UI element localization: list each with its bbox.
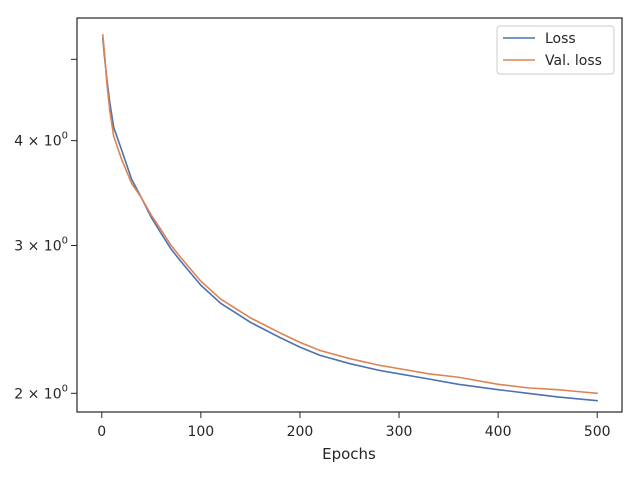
x-tick-label-4: 400 bbox=[485, 424, 512, 440]
y-tick-label-1: 3 × 100 bbox=[14, 236, 68, 255]
legend-label-1: Val. loss bbox=[545, 53, 602, 69]
y-tick-label-exponent: 0 bbox=[62, 131, 68, 142]
x-tick-label-5: 500 bbox=[584, 424, 611, 440]
plot-frame bbox=[76, 17, 623, 413]
y-tick-label-base: 3 × 10 bbox=[14, 239, 61, 255]
legend: Loss Val. loss bbox=[496, 25, 615, 75]
y-tick-label-exponent: 0 bbox=[62, 383, 68, 394]
series-line-0 bbox=[101, 37, 599, 402]
x-tick-label-2: 200 bbox=[287, 424, 314, 440]
y-tick-label-0: 2 × 100 bbox=[14, 383, 68, 402]
y-tick-label-base: 2 × 10 bbox=[14, 386, 61, 402]
series-layer bbox=[101, 33, 599, 402]
x-tick-label-3: 300 bbox=[386, 424, 413, 440]
x-axis: 0 100 200 300 400 500 bbox=[97, 412, 611, 440]
legend-label-0: Loss bbox=[545, 31, 576, 47]
x-tick-label-1: 100 bbox=[187, 424, 214, 440]
series-line-1 bbox=[101, 33, 599, 395]
plot-area bbox=[77, 18, 622, 412]
x-axis-label: Epochs bbox=[322, 445, 376, 463]
y-tick-label-exponent: 0 bbox=[62, 236, 68, 247]
x-tick-label-0: 0 bbox=[97, 424, 106, 440]
y-tick-label-2: 4 × 100 bbox=[14, 131, 68, 150]
y-tick-label-base: 4 × 10 bbox=[14, 134, 61, 150]
